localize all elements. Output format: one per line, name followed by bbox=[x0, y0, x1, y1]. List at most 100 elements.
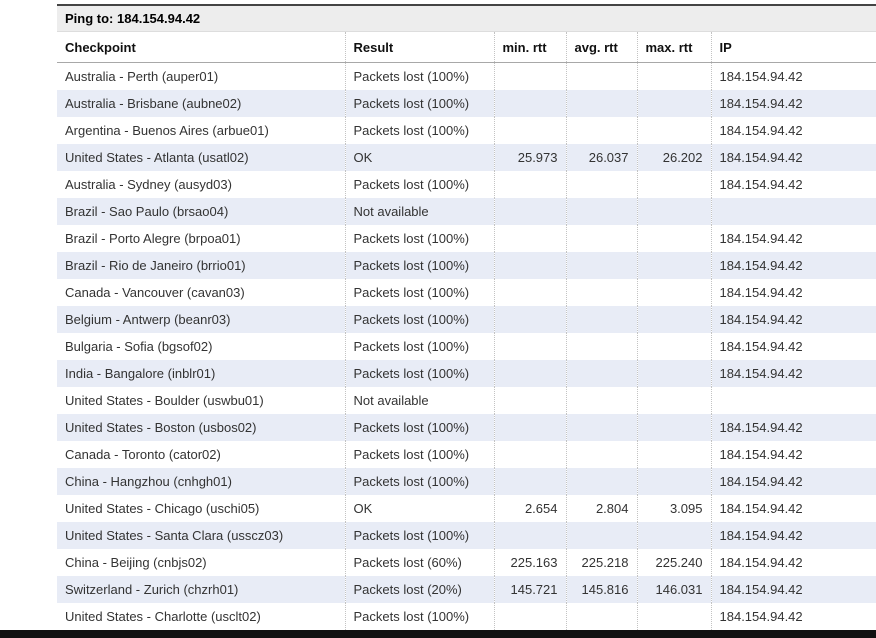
max-cell: 26.202 bbox=[637, 144, 712, 171]
min-cell: 2.654 bbox=[494, 495, 567, 522]
result-cell: Packets lost (100%) bbox=[345, 117, 495, 144]
column-header-result: Result bbox=[345, 32, 495, 63]
table-row: Brazil - Sao Paulo (brsao04) Not availabl… bbox=[57, 198, 876, 225]
result-cell: Packets lost (100%) bbox=[345, 522, 495, 549]
table-row: Canada - Toronto (cator02) Packets lost (… bbox=[57, 441, 876, 468]
ip-cell: 184.154.94.42 bbox=[719, 528, 803, 543]
avg-cell bbox=[566, 333, 638, 360]
checkpoint-cell: Belgium - Antwerp (beanr03) bbox=[57, 306, 346, 333]
min-cell bbox=[494, 252, 567, 279]
min-cell bbox=[494, 333, 567, 360]
min-cell bbox=[494, 198, 567, 225]
checkpoint-cell: Argentina - Buenos Aires (arbue01) bbox=[57, 117, 346, 144]
result-cell: Packets lost (100%) bbox=[345, 90, 495, 117]
avg-cell bbox=[566, 90, 638, 117]
ip-cell: 184.154.94.42 bbox=[719, 339, 803, 354]
avg-cell: 225.218 bbox=[566, 549, 638, 576]
min-cell bbox=[494, 414, 567, 441]
table-row: Switzerland - Zurich (chzrh01) Packets lo… bbox=[57, 576, 876, 603]
checkpoint-cell: Switzerland - Zurich (chzrh01) bbox=[57, 576, 346, 603]
ip-cell: 184.154.94.42 bbox=[719, 177, 803, 192]
checkpoint-cell: United States - Charlotte (usclt02) bbox=[57, 603, 346, 630]
column-header-max: max. rtt bbox=[637, 32, 712, 63]
table-row: Australia - Perth (auper01) Packets lost … bbox=[57, 62, 876, 90]
max-cell: 225.240 bbox=[637, 549, 712, 576]
min-cell bbox=[494, 360, 567, 387]
min-cell bbox=[494, 171, 567, 198]
table-row: Argentina - Buenos Aires (arbue01) Packet… bbox=[57, 117, 876, 144]
ip-cell: 184.154.94.42 bbox=[719, 582, 803, 597]
min-cell: 225.163 bbox=[494, 549, 567, 576]
avg-cell bbox=[566, 414, 638, 441]
checkpoint-cell: Canada - Vancouver (cavan03) bbox=[57, 279, 346, 306]
result-cell: Packets lost (100%) bbox=[345, 306, 495, 333]
ping-target-header: Ping to: 184.154.94.42 bbox=[57, 4, 876, 32]
max-cell bbox=[637, 171, 712, 198]
table-row: Belgium - Antwerp (beanr03) Packets lost … bbox=[57, 306, 876, 333]
min-cell bbox=[494, 387, 567, 414]
column-header-avg: avg. rtt bbox=[566, 32, 638, 63]
ip-cell: 184.154.94.42 bbox=[719, 366, 803, 381]
result-cell: Packets lost (100%) bbox=[345, 252, 495, 279]
max-cell bbox=[637, 198, 712, 225]
result-cell: Packets lost (100%) bbox=[345, 414, 495, 441]
ip-cell: 184.154.94.42 bbox=[719, 150, 803, 165]
table-row: United States - Atlanta (usatl02) OK 25.97… bbox=[57, 144, 876, 171]
table-row: Brazil - Rio de Janeiro (brrio01) Packets… bbox=[57, 252, 876, 279]
ip-cell: 184.154.94.42 bbox=[719, 285, 803, 300]
avg-cell bbox=[566, 522, 638, 549]
result-cell: Packets lost (100%) bbox=[345, 333, 495, 360]
ip-cell: 184.154.94.42 bbox=[719, 474, 803, 489]
table-row: United States - Boulder (uswbu01) Not ava… bbox=[57, 387, 876, 414]
checkpoint-cell: Brazil - Sao Paulo (brsao04) bbox=[57, 198, 346, 225]
bottom-bar bbox=[0, 630, 876, 638]
ip-cell: 184.154.94.42 bbox=[719, 69, 803, 84]
ip-cell: 184.154.94.42 bbox=[719, 420, 803, 435]
ip-cell: 184.154.94.42 bbox=[719, 609, 803, 624]
ip-cell: 184.154.94.42 bbox=[719, 123, 803, 138]
result-cell: Packets lost (100%) bbox=[345, 360, 495, 387]
result-cell: Packets lost (100%) bbox=[345, 279, 495, 306]
ip-cell bbox=[711, 198, 876, 225]
result-cell: Not available bbox=[345, 387, 495, 414]
result-cell: OK bbox=[345, 495, 495, 522]
table-header-row: Checkpoint Result min. rtt avg. rtt max. rtt… bbox=[57, 32, 876, 63]
result-cell: Packets lost (100%) bbox=[345, 171, 495, 198]
checkpoint-cell: Bulgaria - Sofia (bgsof02) bbox=[57, 333, 346, 360]
table-row: United States - Chicago (uschi05) OK 2.654… bbox=[57, 495, 876, 522]
avg-cell: 26.037 bbox=[566, 144, 638, 171]
avg-cell bbox=[566, 279, 638, 306]
checkpoint-cell: Brazil - Porto Alegre (brpoa01) bbox=[57, 225, 346, 252]
ip-cell: 184.154.94.42 bbox=[719, 447, 803, 462]
max-cell bbox=[637, 522, 712, 549]
table-row: China - Hangzhou (cnhgh01) Packets lost (… bbox=[57, 468, 876, 495]
checkpoint-cell: Australia - Brisbane (aubne02) bbox=[57, 90, 346, 117]
checkpoint-cell: United States - Boulder (uswbu01) bbox=[57, 387, 346, 414]
result-cell: Packets lost (100%) bbox=[345, 603, 495, 630]
ip-cell bbox=[711, 387, 876, 414]
result-cell: Packets lost (60%) bbox=[345, 549, 495, 576]
column-header-ip: IP bbox=[711, 32, 876, 63]
avg-cell bbox=[566, 603, 638, 630]
min-cell bbox=[494, 225, 567, 252]
table-row: Australia - Sydney (ausyd03) Packets lost… bbox=[57, 171, 876, 198]
ip-cell: 184.154.94.42 bbox=[719, 312, 803, 327]
max-cell bbox=[637, 90, 712, 117]
min-cell bbox=[494, 468, 567, 495]
max-cell bbox=[637, 387, 712, 414]
ip-cell: 184.154.94.42 bbox=[719, 231, 803, 246]
checkpoint-cell: India - Bangalore (inblr01) bbox=[57, 360, 346, 387]
result-cell: Packets lost (100%) bbox=[345, 62, 495, 90]
checkpoint-cell: Canada - Toronto (cator02) bbox=[57, 441, 346, 468]
table-row: Australia - Brisbane (aubne02) Packets lo… bbox=[57, 90, 876, 117]
result-cell: Packets lost (100%) bbox=[345, 225, 495, 252]
result-cell: Packets lost (20%) bbox=[345, 576, 495, 603]
max-cell bbox=[637, 252, 712, 279]
max-cell: 146.031 bbox=[637, 576, 712, 603]
max-cell bbox=[637, 360, 712, 387]
ip-cell: 184.154.94.42 bbox=[719, 555, 803, 570]
table-row: Bulgaria - Sofia (bgsof02) Packets lost (… bbox=[57, 333, 876, 360]
table-row: United States - Charlotte (usclt02) Packe… bbox=[57, 603, 876, 630]
max-cell bbox=[637, 333, 712, 360]
avg-cell: 2.804 bbox=[566, 495, 638, 522]
